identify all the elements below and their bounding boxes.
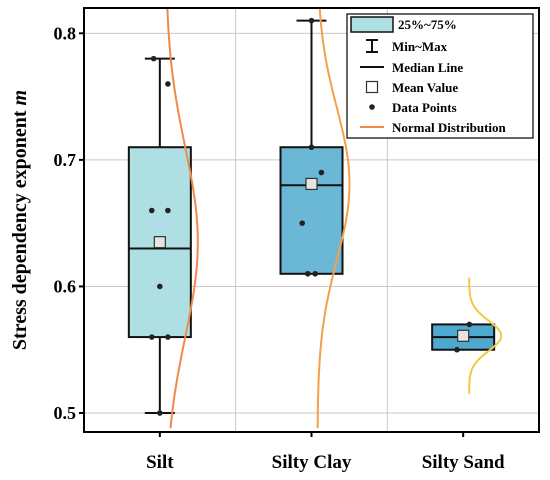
data-point [148, 207, 155, 214]
data-point [148, 334, 155, 340]
data-point [165, 207, 171, 214]
y-tick-label: 0.8 [54, 23, 77, 43]
y-axis-title-symbol: m [9, 90, 31, 106]
legend-label: 25%~75% [398, 17, 457, 32]
y-axis-title-text: Stress dependency exponent [9, 105, 31, 350]
legend-label: Median Line [392, 60, 463, 75]
legend-label: Min~Max [392, 39, 448, 54]
legend-label: Mean Value [392, 80, 458, 95]
data-point [157, 410, 163, 416]
x-category-label: Silty Clay [272, 452, 352, 473]
box-iqr [279, 146, 344, 275]
normal-distribution-curve [316, 7, 351, 429]
box-group-silty-clay [279, 7, 351, 429]
data-point [157, 283, 163, 290]
y-tick-label: 0.5 [54, 403, 77, 423]
data-point [312, 270, 319, 277]
legend-swatch-iqr [350, 16, 394, 33]
data-point [165, 334, 171, 340]
y-axis-title: Stress dependency exponent m [9, 90, 31, 350]
data-point [466, 321, 473, 328]
y-tick-label: 0.6 [54, 276, 77, 296]
data-point [299, 220, 306, 226]
data-point [304, 270, 311, 277]
y-axis-ticks: 0.5 0.6 0.7 0.8 [54, 23, 84, 423]
data-point [165, 81, 171, 87]
x-axis-labels: Silt Silty Clay Silty Sand [146, 432, 505, 473]
legend-swatch-mean [365, 80, 379, 94]
mean-marker [305, 177, 318, 191]
x-category-label: Silty Sand [422, 452, 505, 473]
legend-swatch-points [369, 104, 375, 110]
legend-label: Data Points [392, 100, 457, 115]
mean-marker [457, 329, 470, 342]
box-group-silty-sand [431, 277, 503, 394]
box-group-silt [127, 7, 199, 429]
mean-marker [153, 236, 166, 249]
data-point [308, 144, 315, 151]
box-series [127, 7, 503, 429]
data-point [454, 346, 460, 353]
normal-distribution-curve [468, 277, 503, 394]
legend-label: Normal Distribution [392, 120, 507, 135]
data-point [150, 55, 157, 62]
data-point [308, 17, 315, 24]
x-category-label: Silt [146, 452, 174, 473]
legend-box [346, 13, 534, 139]
normal-distribution-curve [166, 7, 199, 429]
data-point [318, 169, 325, 176]
y-tick-label: 0.7 [54, 150, 77, 170]
legend: 25%~75% Min~Max Median Line Mean Value Data … [346, 13, 534, 139]
